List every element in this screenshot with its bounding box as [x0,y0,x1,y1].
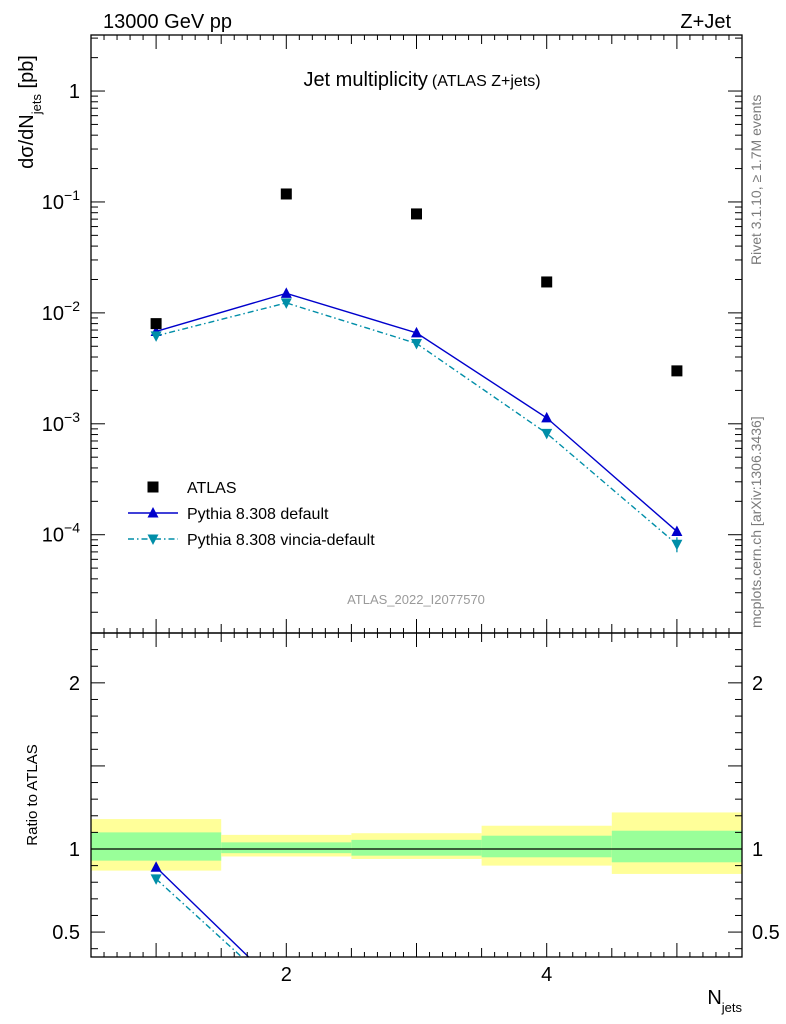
main-series [150,188,683,553]
ratio-point-1 [541,999,552,1010]
ratio-point-1 [671,1003,682,1014]
analysis-id-label: ATLAS_2022_I2077570 [347,592,485,607]
series-point-2 [541,428,553,440]
series-point-2 [150,331,162,342]
ratio-panel-frame [90,632,743,958]
ratio-point-2 [281,993,292,1004]
axes: 2 4 1 10−1 10−2 10−3 10−4 0.5 0.5 1 1 2 2 [42,35,780,986]
ratio-point-1 [411,995,422,1006]
legend: ATLAS Pythia 8.308 default Pythia 8.308 vi… [128,480,375,549]
ratio-series [150,861,682,1017]
data-point [671,365,683,377]
y-tick-label-ratio-right: 1 [752,839,763,861]
y-tick-label-main: 10−2 [42,298,80,325]
rivet-label: Rivet 3.1.10, ≥ 1.7M events [748,95,764,265]
y-tick-label-main: 1 [69,81,80,103]
x-tick-label: 2 [281,964,292,986]
y-tick-label-main: 10−4 [42,520,80,547]
series-point-1 [280,287,292,298]
mcplots-label: mcplots.cern.ch [arXiv:1306.3436] [748,416,764,628]
header-left-label: 13000 GeV pp [103,11,232,33]
series-point-1 [541,411,553,423]
series-point-1 [671,525,683,536]
y-tick-label-main: 10−3 [42,409,80,436]
y-tick-label-ratio-right: 2 [752,673,763,695]
ratio-point-2 [671,1006,682,1017]
data-point [541,276,553,288]
ratio-line-1 [155,866,250,957]
legend-marker [147,481,159,493]
ratio-band-inner [351,839,482,856]
ratio-band-inner [91,832,222,861]
ratio-point-1 [281,988,292,999]
series-point-2 [411,338,422,350]
y-tick-label-main: 10−1 [42,187,80,214]
x-tick-label: 4 [541,964,552,986]
series-point-2 [280,298,292,309]
y-axis-label-main: dσ/dNjets [pb] [16,55,44,169]
legend-label: Pythia 8.308 vincia-default [187,532,375,549]
legend-label: ATLAS [187,480,237,497]
series-point-1 [411,326,422,338]
ratio-point-2 [541,1004,552,1015]
y-tick-label-ratio-right: 0.5 [752,922,780,944]
ratio-band-inner [221,842,352,854]
ratio-point-1 [150,861,162,872]
legend-label: Pythia 8.308 default [187,506,329,523]
y-tick-label-ratio: 2 [69,673,80,695]
legend-marker [147,507,159,518]
ratio-point-2 [150,874,162,885]
ratio-point-2 [411,999,422,1010]
chart-title: Jet multiplicity (ATLAS Z+jets) [303,69,540,91]
ratio-band-inner [481,835,612,858]
y-tick-label-ratio: 0.5 [52,922,80,944]
data-point [280,188,292,200]
y-tick-label-ratio: 1 [69,839,80,861]
header-right-label: Z+Jet [680,11,731,33]
legend-marker [147,534,159,545]
data-point [411,208,422,220]
ratio-band-inner [611,830,742,863]
data-point [150,318,162,330]
x-axis-label: Njets [707,987,742,1015]
y-axis-label-ratio: Ratio to ATLAS [24,744,41,845]
ratio-uncertainty-bands [91,812,742,874]
